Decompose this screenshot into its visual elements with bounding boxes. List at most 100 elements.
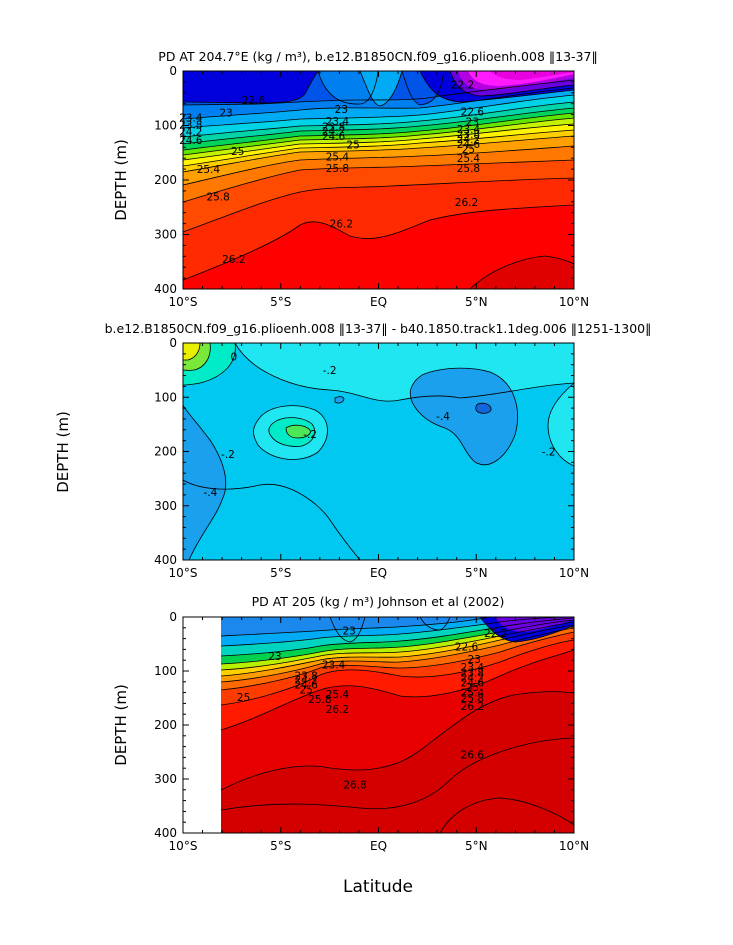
x-tick-label: 10°N	[559, 295, 589, 309]
panel-3-ylabel: DEPTH (m)	[112, 684, 130, 766]
contour-label: 23	[468, 654, 481, 666]
panel-3-axes: 10°S 5°S EQ 5°N 10°N 0 100 200 300 400	[154, 610, 589, 853]
contour-label: 26.8	[343, 779, 366, 791]
y-tick-label: 0	[169, 64, 177, 78]
contour-label: 24.2	[179, 126, 202, 138]
x-tick-label: 5°S	[270, 566, 291, 580]
panel-3-field	[220, 617, 574, 833]
contour-label: 23	[335, 104, 348, 116]
y-tick-label: 300	[154, 772, 177, 786]
contour-label: 23.4	[461, 662, 485, 674]
panel-3: PD AT 205 (kg / m³) Johnson et al (2002)	[112, 594, 589, 853]
y-tick-label: 300	[154, 499, 177, 513]
panel-1-contour-labels: 22.222.623 23 22.62323.423.824.224.62523.4…	[179, 80, 484, 266]
y-tick-label: 100	[154, 664, 177, 678]
contour-label: 23	[342, 626, 355, 638]
contour-label: 25.8	[326, 163, 349, 175]
x-tick-label: 5°S	[270, 295, 291, 309]
x-tick-label: 10°S	[169, 566, 198, 580]
panel-2-ylabel: DEPTH (m)	[54, 411, 72, 493]
panel-2-field	[183, 343, 574, 560]
contour-label: 24.6	[461, 677, 485, 689]
panel-1-ylabel: DEPTH (m)	[112, 139, 130, 221]
y-tick-label: 0	[169, 610, 177, 624]
x-axis-label: Latitude	[343, 877, 413, 897]
contour-label: 25	[237, 692, 250, 704]
contour-label: 25.8	[206, 191, 229, 203]
contour-label: 25.4	[197, 164, 221, 176]
contour-label: 26.6	[461, 750, 485, 762]
contour-label: 25.4	[461, 688, 485, 700]
panel-1-axes: 10°S 5°S EQ 5°N 10°N 0 100 200 300 400	[154, 64, 589, 309]
contour-label: 22.6	[455, 642, 479, 654]
contour-label: 22.6	[461, 106, 485, 118]
contour-label: 24.2	[294, 675, 317, 687]
contour-label: 23.8	[179, 119, 202, 131]
y-tick-label: 100	[154, 390, 177, 404]
contour-label: 25	[231, 146, 244, 158]
contour-label: 24.6	[457, 139, 481, 151]
contour-label: 23.4	[457, 124, 481, 136]
x-tick-label: EQ	[370, 295, 387, 309]
contour-label: 25.8	[457, 163, 480, 175]
contour-label: 23	[219, 107, 232, 119]
contour-label: -.4	[436, 411, 450, 423]
panel-1-title: PD AT 204.7°E (kg / m³), b.e12.B1850CN.f…	[158, 49, 597, 64]
contour-label: 24.6	[294, 680, 318, 692]
y-tick-label: 0	[169, 336, 177, 350]
contour-label: 25	[346, 140, 359, 152]
contour-label: 23.8	[457, 129, 480, 141]
contour-label: 25.4	[326, 689, 350, 701]
x-tick-label: 5°N	[465, 839, 488, 853]
contour-label: 23.4	[326, 116, 350, 128]
contour-label: 22.2	[451, 80, 474, 92]
x-tick-label: 5°N	[465, 295, 488, 309]
contour-label: 23.4	[322, 660, 346, 672]
contour-label: 24.6	[179, 135, 203, 147]
x-tick-label: 5°N	[465, 566, 488, 580]
contour-label: 24.2	[461, 672, 484, 684]
panel-1: PD AT 204.7°E (kg / m³), b.e12.B1850CN.f…	[112, 49, 598, 309]
y-tick-label: 200	[154, 718, 177, 732]
y-tick-label: 400	[154, 282, 177, 296]
contour-label: 26.2	[222, 254, 245, 266]
contour-label: 22.6	[242, 95, 266, 107]
contour-label: 0	[230, 352, 237, 364]
contour-label: -.4	[203, 487, 217, 499]
y-tick-label: 400	[154, 826, 177, 840]
contour-label: 25.8	[461, 693, 484, 705]
x-tick-label: 10°N	[559, 839, 589, 853]
panel-2-title: b.e12.B1850CN.f09_g16.plioenh.008 ‖13-37…	[105, 321, 652, 336]
panel-2: b.e12.B1850CN.f09_g16.plioenh.008 ‖13-37…	[54, 321, 651, 580]
contour-label: 22.2	[484, 628, 507, 640]
contour-label: 24.2	[457, 134, 480, 146]
contour-label: 25	[299, 684, 312, 696]
x-tick-label: 10°S	[169, 295, 198, 309]
panel-1-field	[183, 71, 574, 289]
contour-label: 25	[462, 144, 475, 156]
panel-2-contour-labels: 0 -.2 -.2 -.2 -.4 -.4 -.2	[203, 352, 555, 500]
x-tick-label: EQ	[370, 566, 387, 580]
contour-label: 25.8	[308, 694, 331, 706]
contour-label: 23.4	[179, 112, 203, 124]
y-tick-label: 400	[154, 553, 177, 567]
contour-label: 25	[466, 682, 479, 694]
y-tick-label: 200	[154, 173, 177, 187]
x-tick-label: 10°S	[169, 839, 198, 853]
contour-label: 23.8	[461, 668, 484, 680]
contour-label: 26.2	[455, 197, 478, 209]
contour-label: 24.6	[322, 131, 346, 143]
panel-2-axes: 10°S 5°S EQ 5°N 10°N 0 100 200 300 400	[154, 336, 589, 580]
contour-label: 23.8	[294, 670, 317, 682]
contour-label: -.2	[221, 449, 235, 461]
x-tick-label: 5°S	[270, 839, 291, 853]
contour-label: 25.4	[326, 152, 350, 164]
contour-label: 26.2	[330, 219, 353, 231]
contour-label: 26.2	[461, 701, 484, 713]
contour-label: 23	[268, 651, 281, 663]
contour-label: -.2	[323, 365, 337, 377]
contour-label: 23	[466, 117, 479, 129]
panel-3-title: PD AT 205 (kg / m³) Johnson et al (2002)	[252, 594, 505, 609]
contour-label: 26.2	[326, 704, 349, 716]
